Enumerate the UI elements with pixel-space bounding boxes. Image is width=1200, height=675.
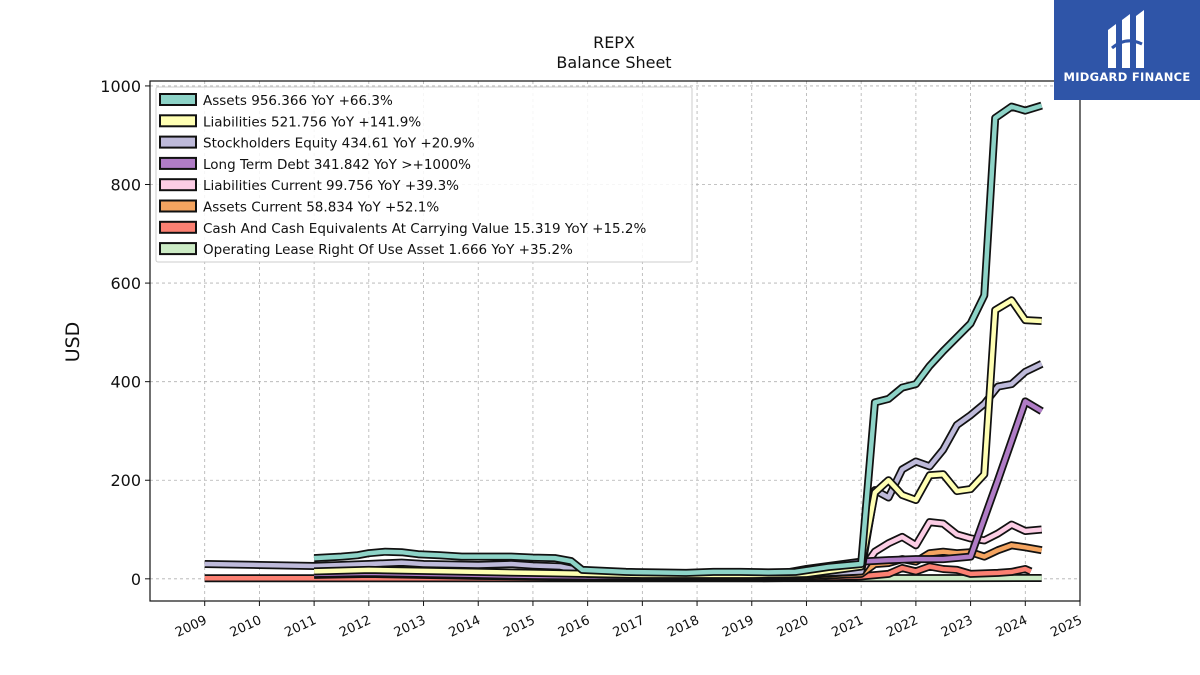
x-tick-label: 2012 [337,613,373,641]
chart-title: REPX [593,33,635,52]
plot-frame [149,80,1081,602]
x-axis-ticks: 2009 2010 2011 2012 2013 2014 2015 2016 2017 2018… [173,601,1085,641]
series-layer [204,101,1044,583]
y-axis-label: USD [62,322,84,363]
x-tick-label: 2015 [501,613,537,641]
x-tick-label: 2017 [611,613,647,641]
x-tick-label: 2018 [665,613,701,641]
x-tick-label: 2021 [830,613,866,641]
midgard-logo-icon [1108,10,1144,68]
series-liabilities [313,296,1042,579]
legend-swatch [159,220,197,234]
x-tick-label: 2016 [556,613,592,641]
series-assets [313,101,1043,577]
legend-entry: Stockholders Equity 434.61 YoY +20.9% [203,136,475,152]
y-tick-label: 800 [110,176,141,195]
legend-entry: Assets 956.366 YoY +66.3% [203,93,393,109]
x-tick-label: 2013 [392,613,428,641]
y-tick-label: 400 [110,373,141,392]
legend-entry: Cash And Cash Equivalents At Carrying Va… [203,221,647,237]
legend-entry: Assets Current 58.834 YoY +52.1% [203,200,439,216]
y-tick-label: 200 [110,471,141,490]
legend-swatch [159,135,197,149]
legend-entry: Liabilities 521.756 YoY +141.9% [203,114,421,130]
series-line [314,298,1042,578]
y-tick-label: 0 [131,570,141,589]
x-tick-label: 2025 [1048,613,1084,641]
y-tick-label: 1000 [100,77,141,96]
x-tick-label: 2019 [720,613,756,641]
brand-logo: MIDGARD FINANCE [1054,0,1200,100]
x-tick-label: 2011 [282,613,318,641]
legend-box [155,86,693,263]
x-tick-label: 2023 [939,613,975,641]
x-tick-label: 2009 [173,613,209,641]
legend-swatch [159,242,197,256]
x-tick-label: 2014 [447,613,483,641]
chart-subtitle: Balance Sheet [556,53,671,72]
legend-swatch [159,156,197,170]
brand-name: MIDGARD FINANCE [1063,70,1191,84]
legend-swatch [159,178,197,192]
legend-entry: Liabilities Current 99.756 YoY +39.3% [203,178,459,194]
x-tick-label: 2024 [994,613,1030,641]
y-tick-label: 600 [110,274,141,293]
y-axis-ticks: 0 200 400 600 800 1000 [100,77,150,589]
legend-entry: Operating Lease Right Of Use Asset 1.666… [203,242,573,258]
legend-swatch [159,114,197,128]
legend-swatch [159,199,197,213]
x-tick-label: 2022 [884,613,920,641]
x-tick-label: 2010 [228,613,264,641]
series-line [313,103,1043,576]
x-tick-label: 2020 [775,613,811,641]
legend: Assets 956.366 YoY +66.3% Liabilities 521… [155,86,693,263]
legend-entry: Long Term Debt 341.842 YoY >+1000% [203,157,471,173]
legend-swatch [159,93,197,106]
